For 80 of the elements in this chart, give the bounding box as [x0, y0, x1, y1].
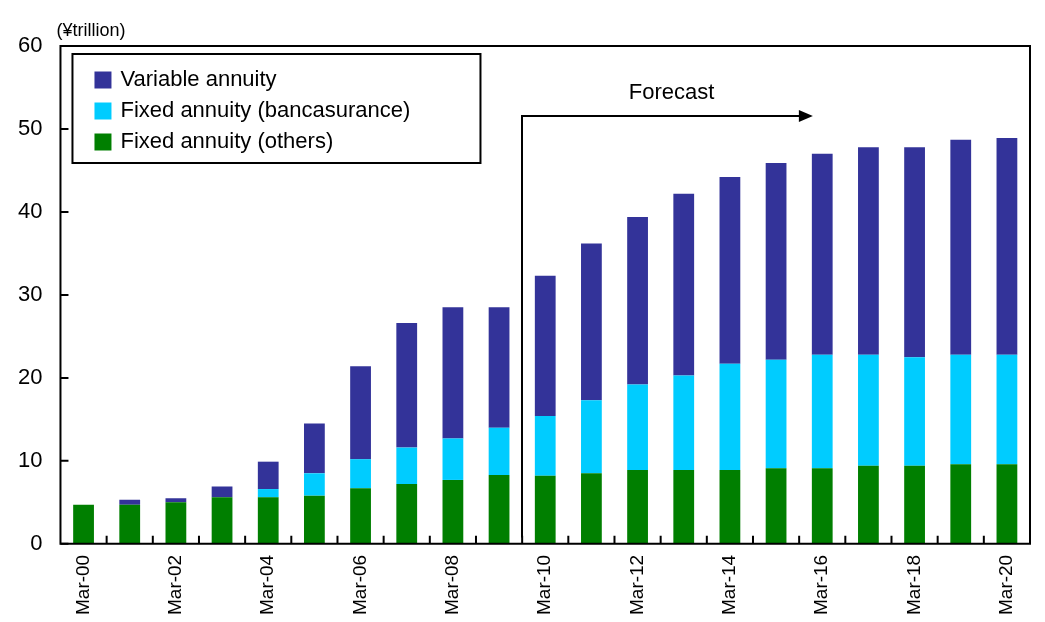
bar: [719, 469, 741, 544]
bar: [534, 475, 556, 544]
bar: [950, 464, 972, 544]
bar: [858, 354, 879, 466]
annotation: Forecast: [628, 79, 715, 105]
bar: [950, 139, 972, 355]
bar: [534, 416, 556, 476]
bar: [719, 363, 741, 470]
x-tick-label: Mar-04: [256, 554, 278, 616]
bar: [73, 504, 94, 544]
y-tick-label: 0: [30, 529, 43, 555]
x-tick-label: Mar-16: [810, 554, 832, 616]
bar: [488, 474, 510, 544]
bar: [765, 162, 787, 360]
bar: [350, 488, 371, 544]
x-tick-label: Mar-14: [718, 554, 740, 616]
bar: [904, 357, 925, 466]
x-tick-label: Mar-06: [348, 554, 370, 616]
bar: [442, 307, 464, 439]
bar: [581, 243, 602, 401]
legend-label: Variable annuity: [120, 65, 277, 91]
bar: [488, 307, 510, 428]
legend-label: Fixed annuity (bancasurance): [120, 96, 411, 122]
bar: [581, 473, 602, 544]
bar: [304, 473, 325, 496]
bar: [858, 465, 879, 544]
bar: [119, 504, 141, 544]
y-tick-label: 60: [17, 32, 43, 58]
y-tick-label: 10: [17, 446, 43, 472]
x-tick-label: Mar-08: [441, 554, 463, 616]
bar: [165, 502, 187, 544]
bar: [904, 147, 925, 358]
x-tick-label: Mar-20: [995, 554, 1017, 616]
bar: [304, 423, 325, 474]
bar: [673, 193, 695, 376]
bar: [165, 498, 187, 503]
bar: [811, 354, 833, 469]
x-tick-label: Mar-10: [533, 554, 555, 616]
bar: [442, 479, 464, 544]
bar: [904, 465, 925, 544]
bar: [996, 464, 1018, 544]
bar: [211, 497, 233, 544]
bar: [950, 354, 972, 465]
bar: [581, 400, 602, 474]
bar: [811, 153, 833, 355]
bar: [119, 499, 141, 505]
bar: [673, 469, 695, 544]
bar: [627, 216, 648, 385]
bar: [257, 497, 279, 544]
bar: [257, 489, 279, 498]
bar: [396, 484, 418, 544]
bar: [350, 459, 371, 489]
x-tick-label: Mar-00: [71, 554, 93, 616]
bar: [396, 447, 418, 485]
bar: [304, 495, 325, 544]
x-tick-label: Mar-02: [164, 554, 186, 616]
bar: [350, 366, 371, 460]
bar: [811, 468, 833, 544]
x-tick-label: Mar-12: [625, 554, 647, 616]
x-tick-label: Mar-18: [902, 554, 924, 616]
bar: [673, 375, 695, 470]
y-axis-title: (¥trillion): [56, 19, 126, 40]
bar: [996, 138, 1018, 355]
bar: [396, 323, 418, 448]
bar: [257, 461, 279, 490]
bar: [858, 147, 879, 355]
y-tick-label: 50: [17, 115, 43, 141]
bar: [765, 359, 787, 469]
bar: [627, 469, 648, 544]
y-tick-label: 40: [17, 198, 43, 223]
bar: [442, 438, 464, 480]
legend-label: Fixed annuity (others): [120, 127, 334, 153]
y-tick-label: 20: [17, 363, 43, 389]
y-tick-label: 30: [17, 280, 43, 306]
bar: [765, 468, 787, 544]
bar: [488, 427, 510, 475]
bar: [627, 384, 648, 470]
bar: [534, 275, 556, 417]
bar: [719, 177, 741, 364]
bar: [996, 354, 1018, 465]
